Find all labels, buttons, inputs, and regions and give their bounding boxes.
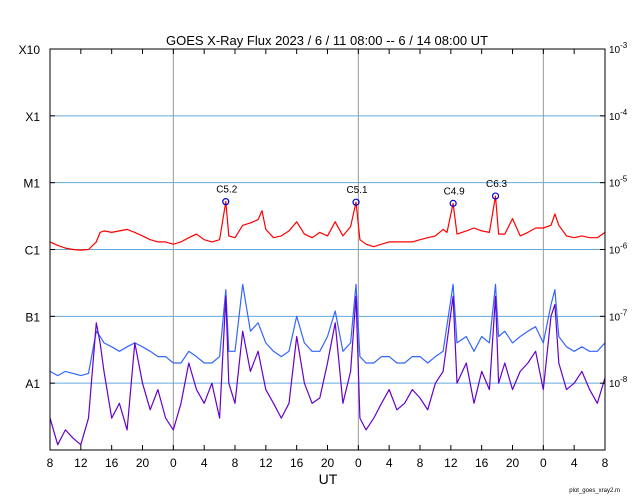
x-tick-label: 20	[506, 456, 520, 470]
flux-series-0	[49, 195, 606, 251]
y-label-right: 10-8	[609, 375, 628, 390]
x-tick-label: 12	[444, 456, 458, 470]
flare-marker	[352, 198, 360, 206]
x-tick-label: 8	[232, 456, 239, 470]
y-label-right: 10-6	[609, 242, 628, 257]
flare-marker	[491, 192, 500, 200]
series-layer	[49, 195, 606, 446]
x-tick-label: 8	[47, 456, 54, 470]
x-tick-label: 12	[259, 456, 273, 470]
chart-title: GOES X-Ray Flux 2023 / 6 / 11 08:00 -- 6…	[166, 33, 488, 48]
footer-note: plot_goes_xray2.m	[569, 488, 620, 494]
x-tick-label: 12	[74, 456, 88, 470]
x-tick-label: 20	[136, 456, 150, 470]
right-y-labels: 10-3 10-4 10-5 10-6 10-7 10-8	[600, 41, 628, 390]
flare-label: C4.9	[444, 186, 466, 197]
x-axis-label: UT	[319, 471, 338, 487]
y-label-right: 10-5	[609, 175, 628, 190]
y-label-left: M1	[23, 177, 40, 191]
x-tick-label: 4	[386, 456, 393, 470]
x-tick-label: 8	[602, 456, 609, 470]
flare-marker	[449, 199, 457, 207]
x-tick-label: 0	[355, 456, 362, 470]
flare-label: C5.2	[216, 185, 238, 196]
y-label-left: X1	[25, 110, 40, 124]
flare-label: C5.1	[346, 185, 368, 196]
y-label-left: A1	[25, 377, 40, 391]
y-label-right: 10-7	[609, 308, 628, 323]
x-tick-label: 16	[475, 456, 489, 470]
x-axis-ticks: 8 12 16 20 0 4 8 12 16 20 0 4 8 12 16 20 0 4 8	[47, 49, 609, 470]
x-tick-label: 20	[321, 456, 335, 470]
y-label-left: B1	[25, 310, 40, 324]
x-tick-label: 4	[571, 456, 578, 470]
x-tick-label: 0	[170, 456, 177, 470]
x-tick-label: 16	[105, 456, 119, 470]
flux-series-1	[49, 283, 606, 377]
left-y-labels: X10 X1 M1 C1 B1 A1	[19, 43, 55, 391]
flare-label: C6.3	[486, 179, 508, 190]
y-label-right: 10-4	[609, 108, 628, 123]
flare-annotations: C5.2 C5.1 C4.9 C6.3	[216, 179, 508, 207]
y-label-left: C1	[25, 244, 41, 258]
x-tick-label: 4	[201, 456, 208, 470]
flux-series-2	[49, 295, 606, 446]
flare-marker	[222, 198, 230, 206]
y-label-left: X10	[19, 43, 41, 57]
y-label-right: 10-3	[609, 41, 628, 56]
x-tick-label: 0	[540, 456, 547, 470]
x-tick-label: 8	[417, 456, 424, 470]
x-tick-label: 16	[290, 456, 304, 470]
